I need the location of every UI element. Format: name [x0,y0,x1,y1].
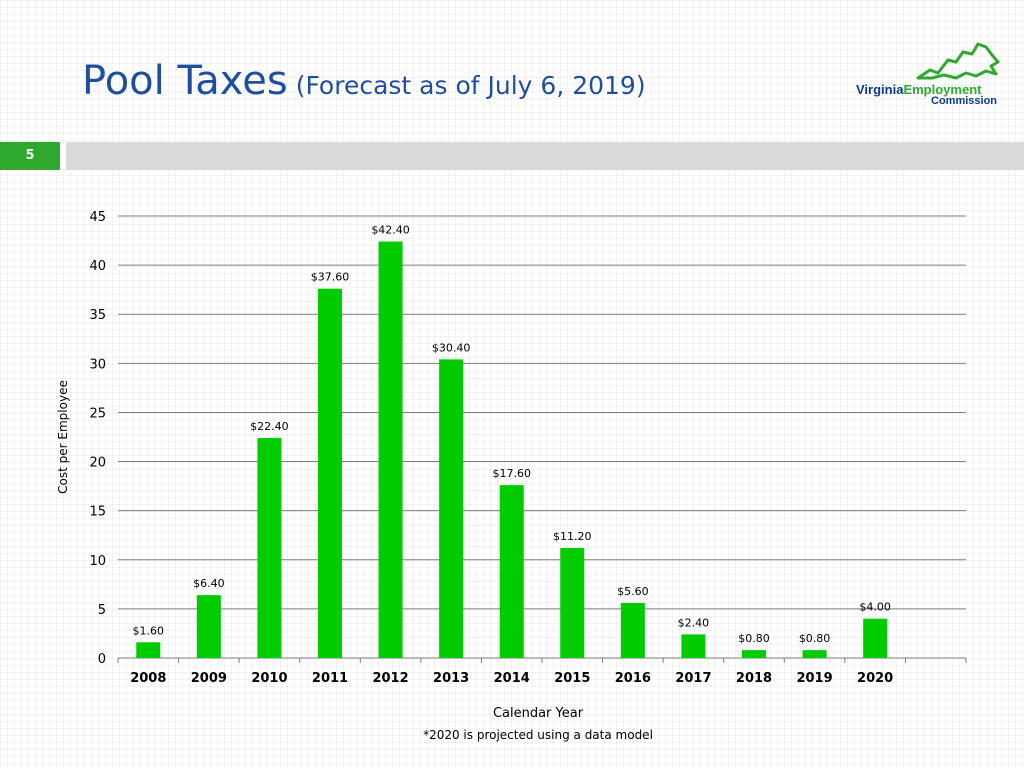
y-tick-label: 15 [89,505,106,520]
bar-2020 [863,618,888,658]
data-label-2010: $22.40 [250,420,289,433]
x-tick-label-2010: 2010 [251,671,287,686]
header-band [0,142,1024,170]
page-title-main: Pool Taxes [82,58,288,104]
data-label-2009: $6.40 [193,577,225,590]
x-tick-label-2009: 2009 [191,671,227,686]
bar-2017 [681,634,706,658]
data-label-2014: $17.60 [492,467,531,480]
page-title: Pool Taxes (Forecast as of July 6, 2019) [82,58,646,104]
y-tick-label: 40 [89,259,106,274]
data-label-2012: $42.40 [371,224,410,237]
data-label-2013: $30.40 [432,341,471,354]
header-band-gap [60,142,66,170]
chart-footnote: *2020 is projected using a data model [423,728,653,742]
bar-2019 [802,650,827,658]
bar-2011 [318,288,342,658]
slide-number: 5 [0,142,60,170]
data-label-2020: $4.00 [859,601,891,614]
y-tick-label: 5 [98,603,106,618]
bar-2013 [439,359,464,658]
y-tick-label: 10 [89,554,106,569]
x-tick-label-2011: 2011 [312,671,348,686]
y-tick-label: 20 [89,456,106,471]
data-label-2011: $37.60 [311,271,350,284]
data-label-2017: $2.40 [678,616,710,629]
bar-2010 [257,437,282,658]
logo-text-commission: Commission [931,95,998,107]
x-tick-label-2020: 2020 [857,671,893,686]
bar-2014 [499,485,524,658]
x-tick-label-2018: 2018 [736,671,772,686]
bar-chart: 0 5 10 15 20 25 30 35 40 45 $1.60 2008 $6.40 2009 $22.… [56,210,967,686]
data-label-2019: $0.80 [799,632,831,645]
x-tick-label-2016: 2016 [615,671,651,686]
x-tick-label-2017: 2017 [675,671,711,686]
x-tick-label-2014: 2014 [494,671,530,686]
data-label-2015: $11.20 [553,530,592,543]
y-tick-label: 30 [89,357,106,372]
y-tick-label: 35 [89,308,106,323]
x-tick-label-2019: 2019 [796,671,832,686]
data-label-2016: $5.60 [617,585,649,598]
virginia-state-outline-icon [916,42,1000,80]
bar-2009 [196,595,221,658]
page-title-subtitle: (Forecast as of July 6, 2019) [295,71,646,100]
x-axis-title: Calendar Year [492,706,584,721]
y-tick-label: 45 [89,210,106,225]
y-tick-label: 25 [89,406,106,421]
bar-2008 [136,642,161,658]
vec-logo: VirginiaEmployment Commission [856,40,1006,107]
x-tick-label-2008: 2008 [130,671,166,686]
data-label-2018: $0.80 [738,632,770,645]
bar-2015 [560,547,585,658]
bar-2016 [620,602,645,658]
x-tick-label-2015: 2015 [554,671,590,686]
bar-2012 [378,241,403,658]
y-axis-title: Cost per Employee [56,380,70,494]
data-label-2008: $1.60 [133,624,165,637]
x-tick-label-2013: 2013 [433,671,469,686]
y-tick-label: 0 [98,652,106,667]
bar-2018 [742,650,766,658]
logo-text-virginia: Virginia [856,82,904,97]
x-tick-label-2012: 2012 [372,671,408,686]
logo-text-employment: Employment [903,82,982,97]
